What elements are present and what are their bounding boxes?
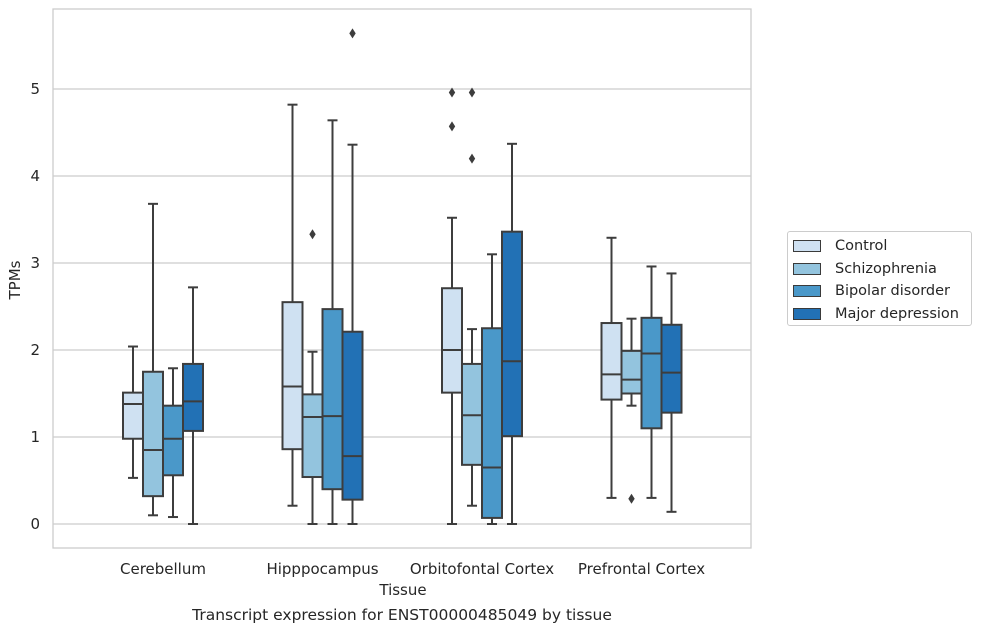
- box-iqr: [142, 370, 164, 498]
- box-control: [281, 103, 304, 507]
- box-iqr: [162, 404, 184, 477]
- box-iqr: [281, 301, 304, 451]
- box-major-depression: [182, 286, 204, 525]
- box-schizophrenia: [301, 229, 324, 525]
- x-axis-label: Tissue: [378, 581, 426, 599]
- box-iqr: [341, 330, 364, 501]
- outlier-marker: [628, 493, 635, 504]
- box-iqr: [321, 308, 344, 491]
- box-iqr: [640, 316, 663, 430]
- box-bipolar-disorder: [321, 119, 344, 525]
- legend-swatch: [793, 307, 821, 320]
- x-tick-label: Orbitofontal Cortex: [410, 560, 554, 578]
- y-tick-label: 0: [30, 515, 40, 533]
- legend-label: Control: [835, 238, 888, 255]
- y-tick-labels: 0 1 2 3 4 5: [30, 80, 40, 533]
- legend-item-control: Control: [788, 235, 971, 258]
- legend-swatch: [793, 240, 821, 253]
- box-major-depression: [660, 272, 683, 513]
- legend: Control Schizophrenia Bipolar disorder Majo…: [787, 231, 972, 326]
- outlier-marker: [349, 28, 356, 39]
- box-iqr: [660, 323, 683, 414]
- x-tick-labels: Cerebellum Hipppocampus Orbitofontal Corte…: [120, 560, 705, 578]
- chart-caption: Transcript expression for ENST0000048504…: [192, 606, 612, 624]
- box-bipolar-disorder: [640, 265, 663, 499]
- x-tick-label: Hipppocampus: [266, 560, 378, 578]
- legend-item-major-depression: Major depression: [788, 303, 971, 326]
- box-control: [441, 87, 463, 525]
- box-major-depression: [501, 142, 523, 525]
- legend-item-bipolar-disorder: Bipolar disorder: [788, 280, 971, 303]
- box-bipolar-disorder: [162, 367, 184, 519]
- box-iqr: [481, 327, 503, 519]
- y-tick-label: 1: [30, 428, 40, 446]
- outlier-marker: [468, 87, 476, 98]
- box-control: [122, 345, 144, 479]
- x-tick-label: Cerebellum: [120, 560, 206, 578]
- box-iqr: [182, 362, 204, 432]
- y-tick-label: 5: [30, 80, 40, 98]
- legend-label: Bipolar disorder: [835, 283, 950, 300]
- legend-swatch: [793, 262, 821, 275]
- box-iqr: [441, 287, 463, 394]
- outlier-marker: [468, 153, 476, 164]
- outlier-marker: [309, 229, 316, 240]
- outlier-marker: [448, 121, 456, 132]
- box-schizophrenia: [461, 87, 483, 507]
- y-axis-label: TPMs: [6, 260, 24, 300]
- outlier-marker: [448, 87, 456, 98]
- y-tick-label: 3: [30, 254, 40, 272]
- legend-label: Major depression: [835, 305, 959, 322]
- y-tick-label: 4: [30, 167, 40, 185]
- legend-swatch: [793, 285, 821, 298]
- box-iqr: [501, 230, 523, 438]
- box-iqr: [620, 349, 643, 395]
- y-tick-label: 2: [30, 341, 40, 359]
- legend-label: Schizophrenia: [835, 260, 937, 277]
- box-schizophrenia: [142, 202, 164, 517]
- box-groups: [122, 28, 683, 525]
- box-iqr: [301, 393, 324, 479]
- box-schizophrenia: [620, 317, 643, 504]
- box-iqr: [122, 391, 144, 440]
- legend-item-schizophrenia: Schizophrenia: [788, 258, 971, 281]
- box-iqr: [600, 322, 623, 401]
- plot-frame: [52, 8, 752, 549]
- box-control: [600, 236, 623, 499]
- box-major-depression: [341, 28, 364, 525]
- box-bipolar-disorder: [481, 253, 503, 525]
- x-tick-label: Prefrontal Cortex: [578, 560, 705, 578]
